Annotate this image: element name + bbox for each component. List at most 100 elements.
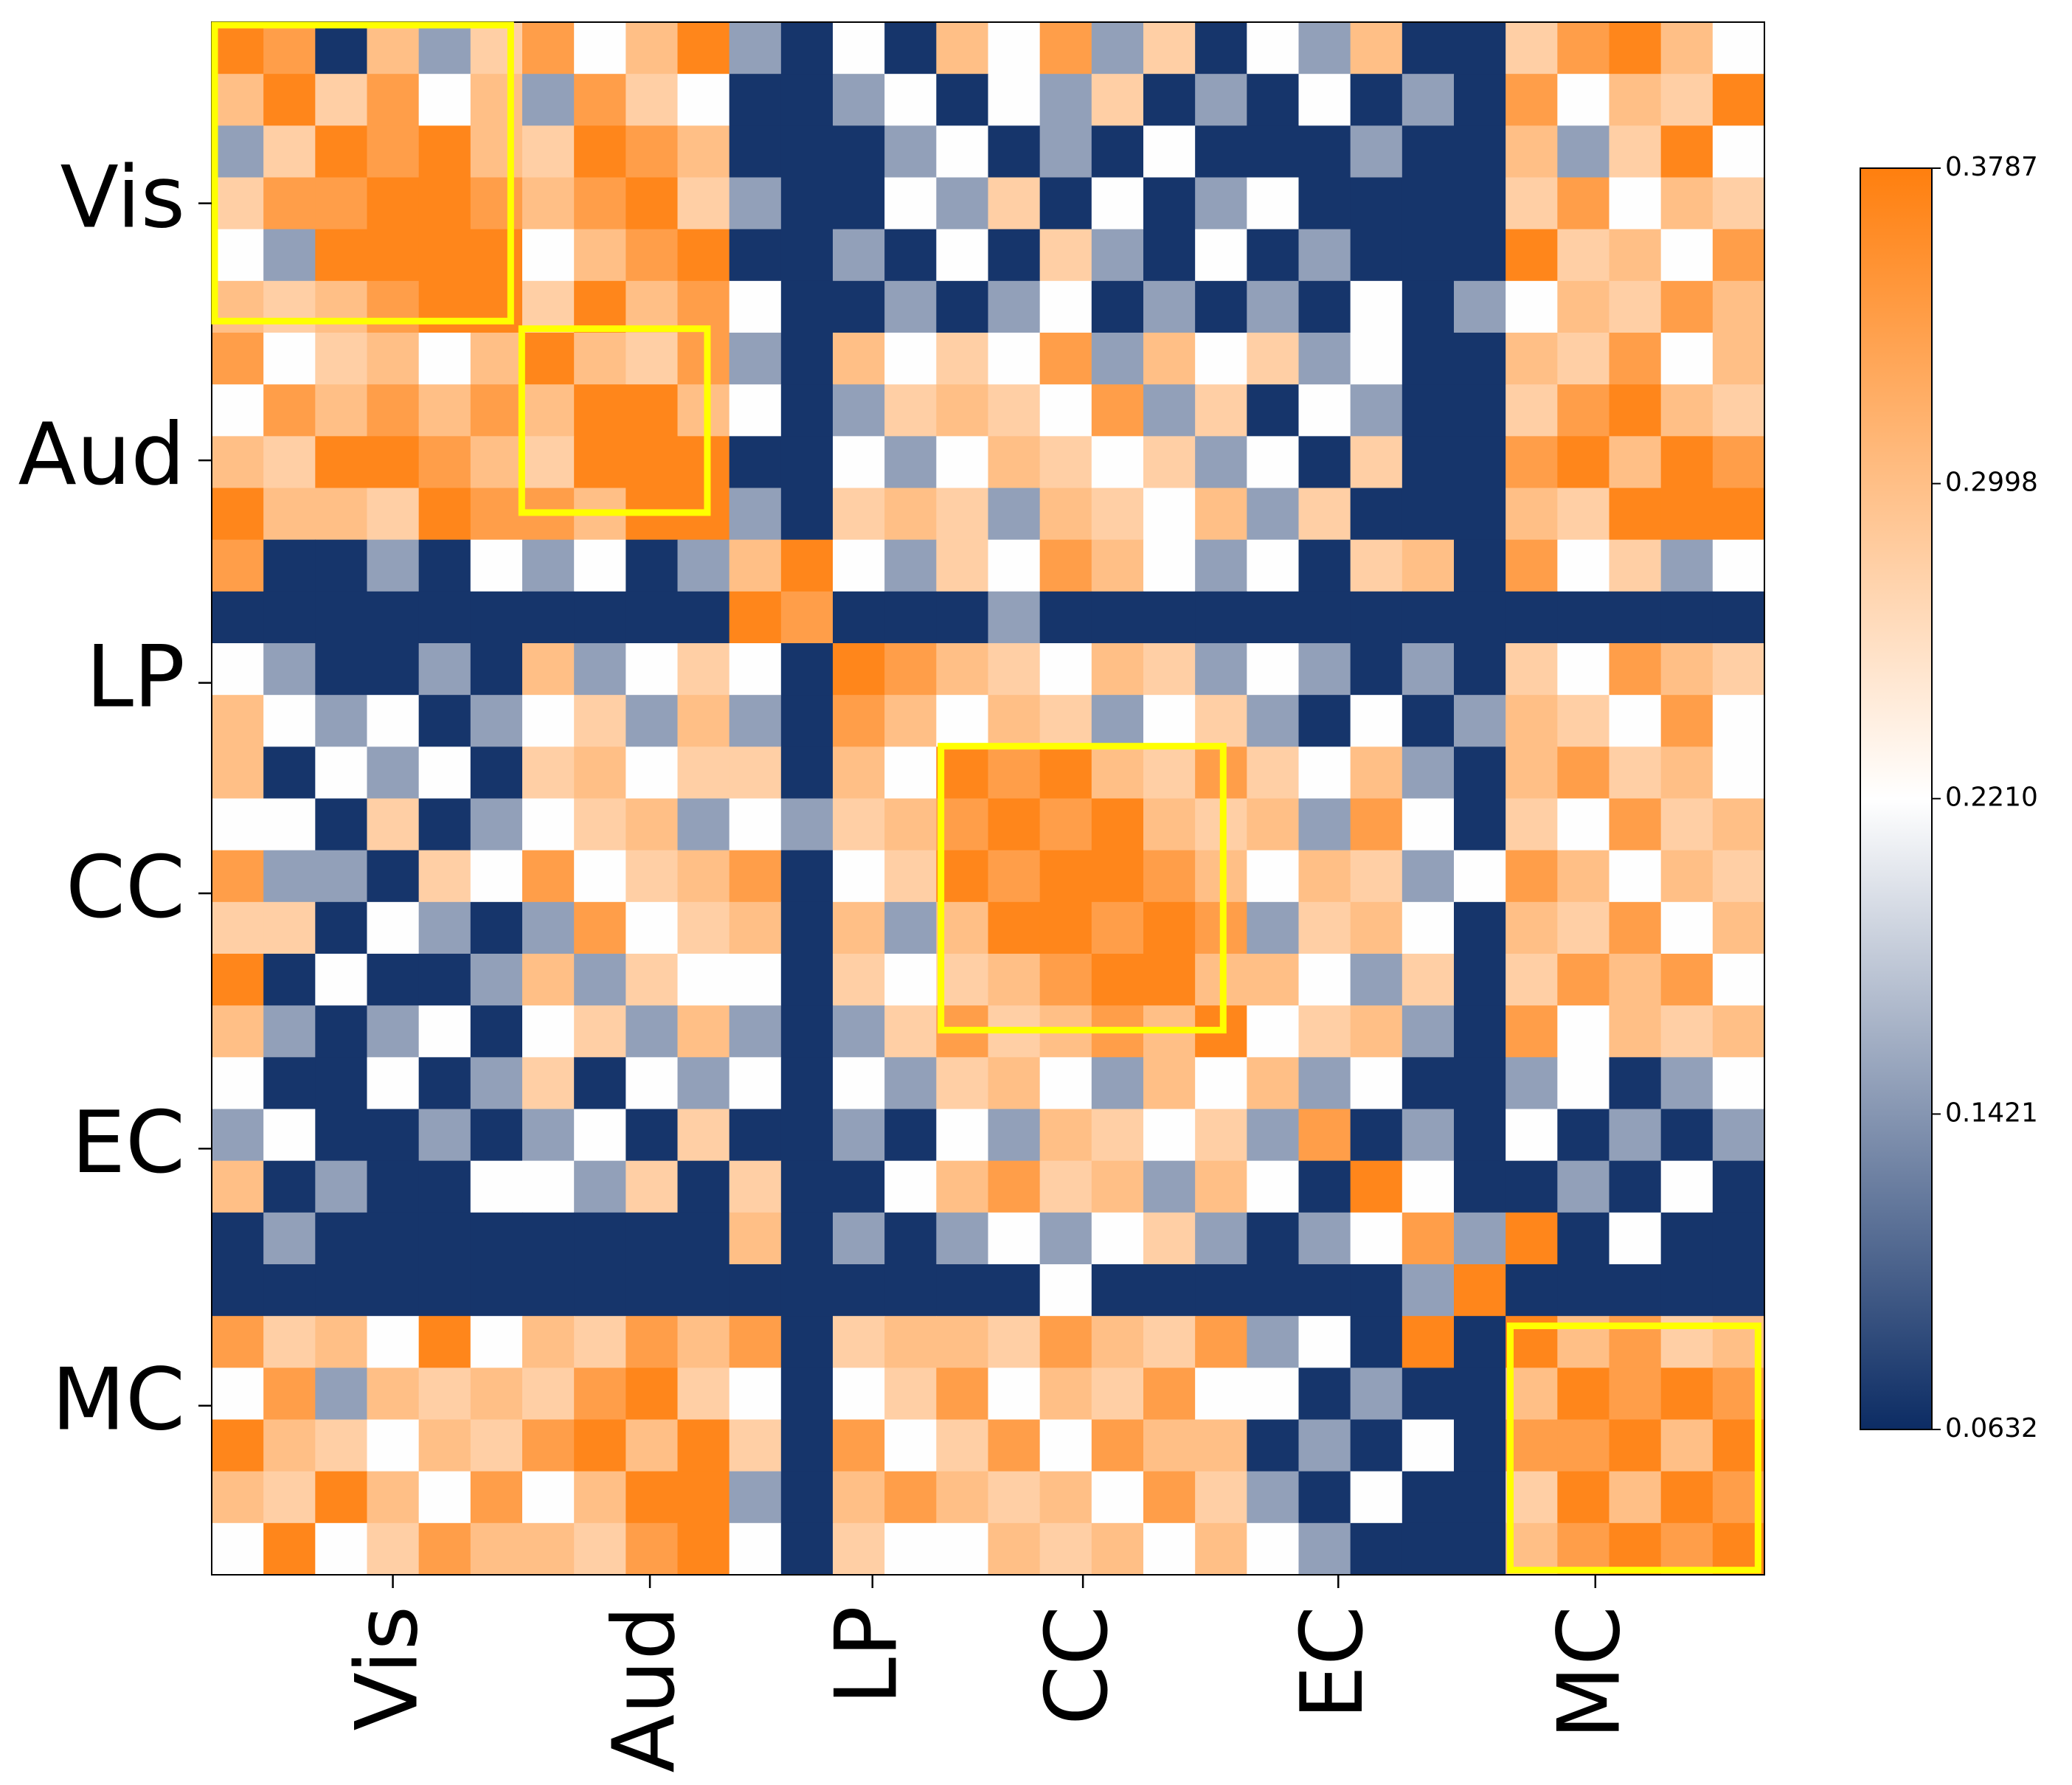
heatmap-cell bbox=[418, 22, 471, 74]
heatmap-cell bbox=[1350, 850, 1403, 903]
heatmap-cell bbox=[1195, 125, 1247, 178]
heatmap-cell bbox=[626, 74, 679, 126]
heatmap-cell bbox=[263, 1368, 316, 1421]
heatmap-cell bbox=[1039, 1316, 1092, 1368]
heatmap-cell bbox=[988, 798, 1041, 851]
heatmap-cell bbox=[936, 177, 989, 230]
heatmap-cell bbox=[522, 333, 575, 385]
heatmap-cell bbox=[1143, 643, 1196, 696]
heatmap-cell bbox=[574, 539, 626, 592]
x-tick-label: LP bbox=[817, 1606, 917, 1705]
heatmap-cell bbox=[367, 539, 420, 592]
heatmap-cell bbox=[833, 1368, 885, 1421]
heatmap-cell bbox=[1609, 1264, 1662, 1317]
heatmap-cell bbox=[936, 850, 989, 903]
heatmap-cell bbox=[367, 591, 420, 644]
heatmap-cell bbox=[1091, 74, 1144, 126]
heatmap-cell bbox=[522, 384, 575, 437]
highlight-box bbox=[938, 743, 1227, 1034]
heatmap-cell bbox=[936, 954, 989, 1006]
heatmap-cell bbox=[367, 1471, 420, 1524]
heatmap-cell bbox=[1660, 539, 1714, 592]
heatmap-cell bbox=[936, 22, 989, 74]
heatmap-cell bbox=[729, 539, 782, 592]
heatmap-cell bbox=[1298, 954, 1351, 1006]
heatmap-cell bbox=[626, 954, 679, 1006]
heatmap-cell bbox=[1401, 901, 1455, 954]
heatmap-cell bbox=[522, 1368, 575, 1421]
heatmap-cell bbox=[936, 746, 989, 800]
heatmap-cell bbox=[212, 1212, 264, 1265]
heatmap-cell bbox=[1247, 280, 1300, 333]
heatmap-cell bbox=[833, 74, 885, 126]
heatmap-cell bbox=[1712, 229, 1765, 282]
heatmap-cell bbox=[1401, 229, 1455, 282]
heatmap-cell bbox=[470, 1005, 523, 1058]
heatmap-cell bbox=[1247, 22, 1300, 74]
heatmap-cell bbox=[574, 1522, 626, 1576]
heatmap-cell bbox=[1143, 1522, 1196, 1576]
heatmap-cell bbox=[626, 1316, 679, 1368]
heatmap-cell bbox=[1143, 1471, 1196, 1524]
heatmap-cell bbox=[988, 333, 1041, 385]
heatmap-cell bbox=[1298, 695, 1351, 747]
heatmap-cell bbox=[936, 1212, 989, 1265]
heatmap-cell bbox=[1712, 746, 1765, 800]
heatmap-cell bbox=[1454, 1264, 1506, 1317]
heatmap-cell bbox=[1091, 1264, 1144, 1317]
heatmap-cell bbox=[1195, 695, 1247, 747]
heatmap-cell bbox=[315, 1109, 368, 1162]
heatmap-cell bbox=[1609, 22, 1662, 74]
heatmap-cell bbox=[1712, 177, 1765, 230]
heatmap-cell bbox=[418, 798, 471, 851]
heatmap-cell bbox=[833, 22, 885, 74]
heatmap-cell bbox=[1506, 1471, 1558, 1524]
heatmap-cell bbox=[1143, 229, 1196, 282]
heatmap-cell bbox=[1091, 333, 1144, 385]
heatmap-cell bbox=[1143, 1368, 1196, 1421]
heatmap-cell bbox=[833, 1471, 885, 1524]
heatmap-cell bbox=[1506, 1419, 1558, 1472]
heatmap-cell bbox=[1660, 695, 1714, 747]
heatmap-cell bbox=[833, 384, 885, 437]
heatmap-cell bbox=[1247, 954, 1300, 1006]
heatmap-cell bbox=[1609, 1471, 1662, 1524]
heatmap-cell bbox=[315, 591, 368, 644]
heatmap-cell bbox=[1195, 1471, 1247, 1524]
heatmap-cell bbox=[1298, 1160, 1351, 1213]
heatmap-cell bbox=[574, 22, 626, 74]
heatmap-cell bbox=[1195, 1419, 1247, 1472]
heatmap-cell bbox=[1298, 280, 1351, 333]
heatmap-cell bbox=[1298, 901, 1351, 954]
heatmap-cell bbox=[833, 539, 885, 592]
heatmap-cell bbox=[1401, 643, 1455, 696]
heatmap-cell bbox=[936, 436, 989, 489]
heatmap-cell bbox=[1454, 333, 1506, 385]
heatmap-cell bbox=[833, 746, 885, 800]
heatmap-cell bbox=[1660, 22, 1714, 74]
heatmap-cell bbox=[677, 384, 730, 437]
heatmap-cell bbox=[522, 746, 575, 800]
heatmap-cell bbox=[212, 177, 264, 230]
heatmap-cell bbox=[1401, 1471, 1455, 1524]
heatmap-cell bbox=[626, 695, 679, 747]
heatmap-cell bbox=[677, 1212, 730, 1265]
heatmap-cell bbox=[470, 488, 523, 541]
heatmap-cell bbox=[1039, 74, 1092, 126]
heatmap-cell bbox=[1247, 1316, 1300, 1368]
heatmap-cell bbox=[212, 22, 264, 74]
heatmap-cell bbox=[418, 539, 471, 592]
heatmap-cell bbox=[1247, 125, 1300, 178]
heatmap-cell bbox=[1660, 1005, 1714, 1058]
heatmap-cell bbox=[1712, 74, 1765, 126]
heatmap-cell bbox=[522, 1057, 575, 1110]
heatmap-cell bbox=[470, 177, 523, 230]
heatmap-cell bbox=[884, 901, 937, 954]
heatmap-cell bbox=[833, 954, 885, 1006]
heatmap-cell bbox=[780, 384, 834, 437]
heatmap-cell bbox=[1195, 74, 1247, 126]
heatmap-cell bbox=[1247, 1368, 1300, 1421]
heatmap-cell bbox=[1506, 125, 1558, 178]
heatmap-cell bbox=[315, 333, 368, 385]
heatmap-cell bbox=[315, 1264, 368, 1317]
